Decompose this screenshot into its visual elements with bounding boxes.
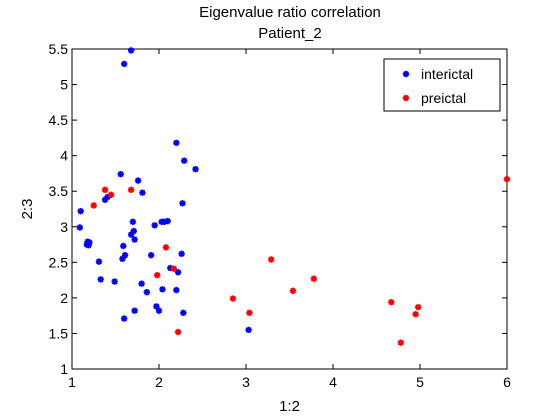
- data-point-preictal: [229, 295, 237, 302]
- data-point-interictal: [174, 269, 182, 276]
- data-point-interictal: [131, 307, 138, 314]
- legend-box: [383, 58, 501, 112]
- data-point-interictal: [120, 242, 127, 250]
- data-point-preictal: [503, 175, 511, 183]
- data-point-preictal: [397, 339, 405, 346]
- data-point-interictal: [121, 60, 128, 68]
- data-point-interictal: [192, 165, 199, 173]
- y-tick-label: 4: [60, 148, 68, 164]
- data-point-interictal: [159, 286, 166, 293]
- x-tick-label: 2: [155, 374, 163, 390]
- data-point-interictal: [179, 200, 186, 207]
- legend: interictal preictal: [383, 58, 501, 112]
- y-tick-label: 4.5: [49, 112, 69, 128]
- y-tick-label: 2: [60, 290, 68, 306]
- y-tick-label: 3.5: [49, 183, 69, 199]
- data-point-interictal: [121, 252, 129, 259]
- data-point-preictal: [107, 191, 115, 198]
- data-point-interictal: [153, 303, 160, 310]
- data-point-interictal: [95, 258, 103, 265]
- legend-label-interictal: interictal: [421, 66, 473, 82]
- data-point-preictal: [170, 265, 177, 272]
- y-tick-label: 5.5: [49, 41, 69, 57]
- data-point-preictal: [174, 328, 182, 336]
- data-point-interictal: [155, 307, 163, 314]
- data-point-preictal: [154, 271, 161, 279]
- data-point-interictal: [111, 278, 118, 285]
- data-point-preictal: [310, 275, 318, 282]
- x-tick-label: 4: [329, 374, 337, 390]
- data-point-preictal: [162, 244, 170, 251]
- legend-label-preictal: preictal: [421, 90, 466, 106]
- data-point-interictal: [245, 326, 252, 334]
- data-point-interictal: [97, 276, 104, 283]
- data-point-interictal: [129, 218, 137, 225]
- y-tick-label: 3: [60, 219, 68, 235]
- x-tick-label: 3: [242, 374, 250, 390]
- data-points: [76, 47, 511, 346]
- x-tick-label: 1: [68, 374, 76, 390]
- y-tick-label: 2.5: [49, 254, 69, 270]
- data-point-interictal: [139, 189, 146, 196]
- x-tick-label: 6: [503, 374, 511, 390]
- y-tick-label: 1.5: [49, 325, 69, 341]
- data-point-interictal: [131, 236, 138, 243]
- data-point-interictal: [164, 217, 171, 225]
- data-point-preictal: [415, 303, 422, 311]
- data-point-preictal: [289, 287, 297, 294]
- x-axis-label: 1:2: [279, 398, 300, 415]
- data-point-preictal: [127, 186, 135, 193]
- data-point-interictal: [121, 315, 128, 322]
- chart-title: Eigenvalue ratio correlation: [199, 4, 381, 21]
- data-point-interictal: [130, 227, 137, 235]
- data-point-interictal: [76, 224, 84, 231]
- x-tick-label: 5: [416, 374, 424, 390]
- data-point-interictal: [117, 170, 124, 178]
- data-point-interictal: [173, 139, 180, 147]
- y-axis-ticks: 1 1.5 2 2.5 3 3.5 4 4.5 5 5.5: [49, 41, 507, 377]
- data-point-preictal: [101, 186, 109, 193]
- legend-marker-interictal: [402, 70, 410, 78]
- data-point-preictal: [388, 298, 395, 306]
- data-point-interictal: [147, 252, 155, 259]
- legend-marker-preictal: [402, 94, 410, 102]
- data-point-interictal: [143, 289, 151, 296]
- data-point-interictal: [77, 207, 84, 215]
- data-point-interictal: [181, 157, 188, 164]
- data-point-interictal: [138, 280, 145, 287]
- data-point-interictal: [180, 309, 187, 317]
- data-point-interictal: [173, 286, 180, 294]
- y-tick-label: 5: [60, 77, 68, 93]
- y-tick-label: 1: [60, 361, 68, 377]
- data-point-preictal: [90, 202, 97, 209]
- data-point-interictal: [134, 177, 142, 184]
- y-axis-label: 2:3: [19, 199, 36, 220]
- x-axis-ticks: 1 2 3 4 5 6: [68, 49, 511, 390]
- data-point-interictal: [86, 239, 93, 246]
- data-point-interictal: [178, 250, 185, 257]
- data-point-interictal: [127, 47, 135, 54]
- data-point-preictal: [412, 311, 419, 318]
- chart-subtitle: Patient_2: [258, 25, 321, 42]
- data-point-interictal: [151, 222, 158, 229]
- data-point-preictal: [268, 256, 275, 263]
- data-point-preictal: [246, 309, 253, 317]
